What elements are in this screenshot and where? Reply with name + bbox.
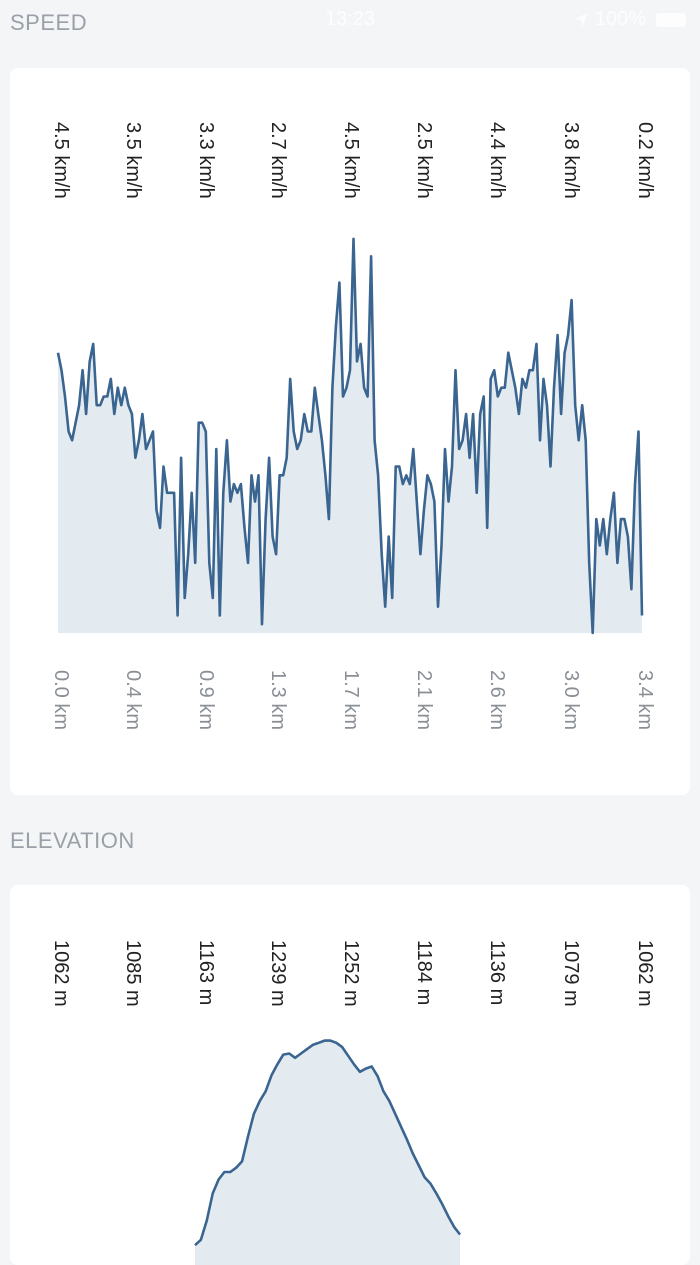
speed-label-1: 3.5 km/h [122,122,144,199]
elevation-card: 1062 m 1085 m 1163 m 1239 m 1252 m 1184 m 1136… [10,885,690,1265]
distance-label-7: 3.0 km [560,670,582,730]
elevation-label-6: 1136 m [486,940,508,1005]
distance-label-6: 2.6 km [486,670,508,730]
status-time: 13:23 [324,8,376,30]
speed-line [56,237,644,635]
speed-card: 4.5 km/h 3.5 km/h 3.3 km/h 2.7 km/h 4.5 km/h… [10,68,690,795]
elevation-line [194,1039,462,1247]
elevation-chart: 1062 m 1085 m 1163 m 1239 m 1252 m 1184 m 1136… [50,940,656,1265]
speed-label-5: 2.5 km/h [413,122,435,199]
status-bar: 13:23 100% [0,0,700,40]
speed-area-fill [58,238,642,634]
elevation-area-fill [195,1040,460,1265]
battery-percent: 100% [594,8,646,30]
elevation-label-3: 1239 m [267,940,289,1007]
distance-label-8: 3.4 km [634,670,656,730]
distance-label-3: 1.3 km [267,670,289,730]
battery-icon [656,12,686,27]
distance-label-2: 0.9 km [195,670,217,730]
speed-label-6: 4.4 km/h [486,122,508,199]
speed-label-0: 4.5 km/h [50,122,72,199]
location-arrow-icon [573,12,588,27]
speed-label-8: 0.2 km/h [634,122,656,199]
status-right: 100% [573,8,686,31]
elevation-section-title: ELEVATION [10,828,135,853]
distance-label-1: 0.4 km [122,670,144,730]
elevation-label-0: 1062 m [50,940,72,1007]
speed-section-title: SPEED [10,10,88,35]
speed-label-4: 4.5 km/h [340,122,362,199]
distance-label-4: 1.7 km [340,670,362,730]
elevation-label-8: 1062 m [634,940,656,1007]
elevation-label-5: 1184 m [413,940,435,1005]
elevation-label-7: 1079 m [560,940,582,1007]
speed-label-2: 3.3 km/h [195,122,217,199]
distance-label-5: 2.1 km [413,670,435,730]
distance-label-0: 0.0 km [50,670,72,730]
speed-chart: 4.5 km/h 3.5 km/h 3.3 km/h 2.7 km/h 4.5 km/h… [50,122,656,730]
elevation-label-4: 1252 m [340,940,362,1007]
speed-label-3: 2.7 km/h [267,122,289,199]
elevation-label-1: 1085 m [122,940,144,1007]
speed-label-7: 3.8 km/h [560,122,582,199]
elevation-label-2: 1163 m [195,940,217,1005]
